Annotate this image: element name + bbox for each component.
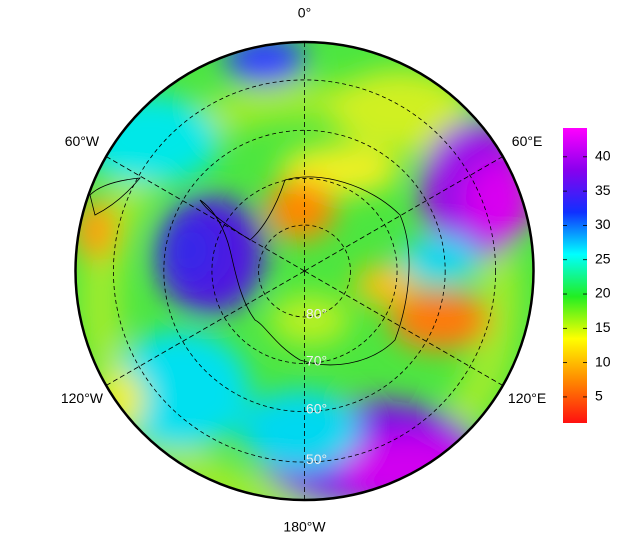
graticule: 80° 70° 60° 50° 0° 60°E 120°E 180°W 120°W 60°W	[61, 5, 546, 535]
colorbar-tick-label: 25	[595, 250, 611, 266]
parallel-label: 80°	[306, 306, 327, 322]
parallel-line	[258, 224, 351, 318]
meridian-label: 120°W	[61, 390, 104, 406]
coastline	[89, 177, 141, 216]
parallel-label: 70°	[306, 352, 327, 368]
colorbar-tick-label: 30	[595, 216, 611, 232]
meridian-label: 60°W	[65, 133, 100, 149]
meridian-line	[304, 270, 504, 386]
colorbar-tick-label: 20	[595, 285, 611, 301]
meridian-line	[105, 156, 305, 272]
meridian-line	[304, 156, 504, 272]
colorbar-tick-label: 40	[595, 148, 611, 164]
parallel-line	[113, 79, 496, 463]
colorbar-axis: 5 10 15 20 25 30 35 40	[563, 148, 611, 404]
map-boundary	[74, 40, 535, 502]
meridian-label: 120°E	[508, 390, 546, 406]
meridian-line	[105, 270, 305, 386]
parallel-label: 50°	[306, 451, 327, 467]
coastline	[199, 176, 410, 366]
meridian-label: 180°W	[283, 519, 326, 535]
colorbar-tick-label: 15	[595, 319, 611, 335]
colorbar-tick-label: 35	[595, 182, 611, 198]
parallel-label: 60°	[306, 400, 327, 416]
meridian-label: 60°E	[512, 133, 543, 149]
colorbar-tick-label: 10	[595, 353, 611, 369]
data-field	[75, 42, 534, 500]
colorbar	[563, 128, 587, 423]
colorbar-tick-label: 5	[595, 388, 603, 404]
meridian-label: 0°	[298, 5, 311, 21]
